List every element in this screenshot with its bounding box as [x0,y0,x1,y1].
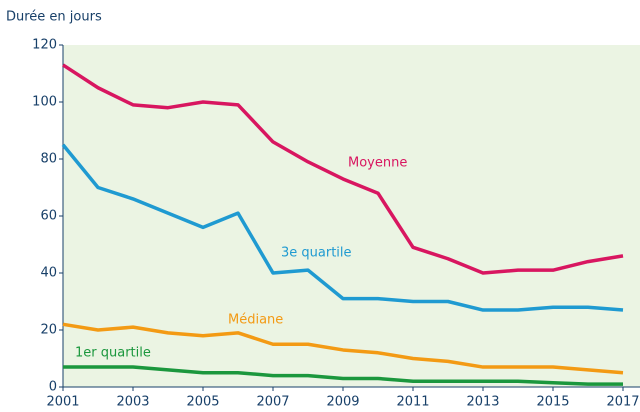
y-tick-label: 0 [49,380,57,395]
y-tick-label: 40 [40,266,57,281]
x-tick-label: 2011 [396,395,429,410]
y-tick-label: 60 [40,209,57,224]
y-tick-label: 80 [40,152,57,167]
x-tick-label: 2007 [256,395,289,410]
y-tick-label: 120 [32,38,57,53]
series-label: Moyenne [348,156,407,171]
y-tick-label: 20 [40,323,57,338]
series-line [62,322,624,375]
plot-area [63,45,640,387]
x-tick-label: 2003 [116,395,149,410]
series-line [61,143,624,312]
series-label: 3e quartile [281,246,352,261]
x-tick-label: 2017 [606,395,639,410]
y-tick-label: 100 [32,95,57,110]
x-tick-label: 2005 [186,395,219,410]
x-tick-label: 2009 [326,395,359,410]
series-label: 1er quartile [75,346,151,361]
x-tick-label: 2001 [46,395,79,410]
x-tick-label: 2013 [466,395,499,410]
x-tick-label: 2015 [536,395,569,410]
y-axis-title: Durée en jours [6,10,102,25]
series-line [63,365,623,386]
series-line [62,63,624,275]
series-label: Médiane [228,313,283,328]
